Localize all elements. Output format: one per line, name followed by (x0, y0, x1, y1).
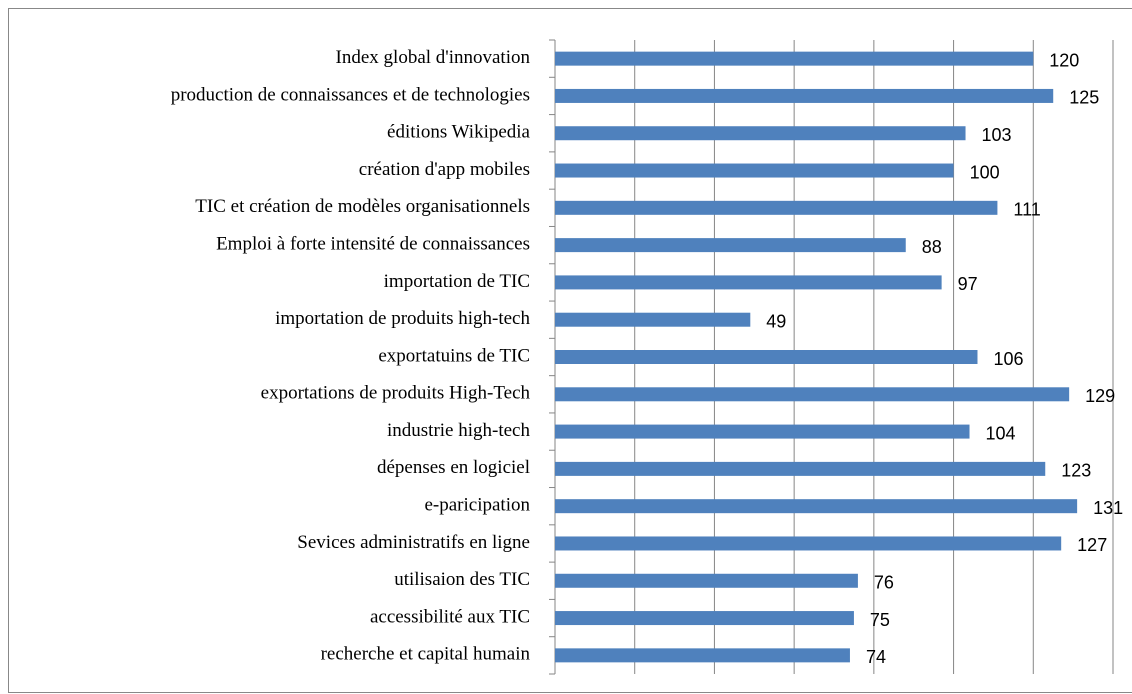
y-tick-label: production de connaissances et de techno… (171, 84, 530, 105)
bar (555, 424, 970, 439)
y-tick-label: création d'app mobiles (359, 159, 530, 180)
bar (555, 573, 858, 588)
y-tick-label: importation de produits high-tech (275, 308, 530, 329)
y-tick-label: e-paricipation (424, 495, 530, 516)
bar (555, 88, 1054, 103)
y-tick-label: Index global d'innovation (336, 47, 531, 68)
y-tick-label: utilisaion des TIC (394, 569, 530, 590)
bar (555, 163, 954, 178)
value-label: 88 (922, 237, 942, 257)
y-tick-label: recherche et capital humain (321, 644, 531, 665)
value-label: 97 (958, 274, 978, 294)
bar (555, 238, 906, 253)
y-tick-label: éditions Wikipedia (387, 122, 531, 143)
value-label: 123 (1061, 461, 1091, 481)
y-tick-label: exportatuins de TIC (378, 345, 530, 366)
value-label: 127 (1077, 535, 1107, 555)
bar (555, 200, 998, 215)
y-tick-label: dépenses en logiciel (377, 457, 530, 478)
value-label: 104 (986, 423, 1016, 443)
bar (555, 312, 751, 327)
y-tick-label: industrie high-tech (387, 420, 530, 441)
bar (555, 461, 1046, 476)
y-tick-label: Sevices administratifs en ligne (297, 532, 530, 553)
bar (555, 350, 978, 364)
bar (555, 51, 1034, 66)
value-label: 100 (970, 162, 1000, 182)
value-label: 103 (982, 125, 1012, 145)
chart-frame (8, 8, 1132, 693)
value-label: 111 (1013, 200, 1040, 220)
value-label: 106 (993, 349, 1023, 369)
value-label: 131 (1093, 498, 1123, 518)
value-label: 125 (1069, 88, 1099, 108)
bar (555, 536, 1062, 551)
y-tick-label: Emploi à forte intensité de connaissance… (216, 233, 530, 254)
value-label: 74 (866, 647, 886, 667)
value-label: 49 (766, 311, 786, 331)
value-label: 75 (870, 610, 890, 630)
y-tick-label: exportations de produits High-Tech (261, 383, 531, 404)
bar (555, 275, 942, 290)
y-tick-label: accessibilité aux TIC (370, 606, 530, 627)
bar (555, 611, 854, 626)
y-tick-label: importation de TIC (384, 271, 530, 292)
value-label: 76 (874, 573, 894, 593)
bar (555, 648, 850, 663)
y-tick-label: TIC et création de modèles organisationn… (195, 196, 530, 217)
value-label: 129 (1085, 386, 1115, 406)
value-label: 120 (1049, 50, 1079, 70)
bar (555, 499, 1078, 514)
bar (555, 126, 966, 141)
bar (555, 387, 1070, 402)
